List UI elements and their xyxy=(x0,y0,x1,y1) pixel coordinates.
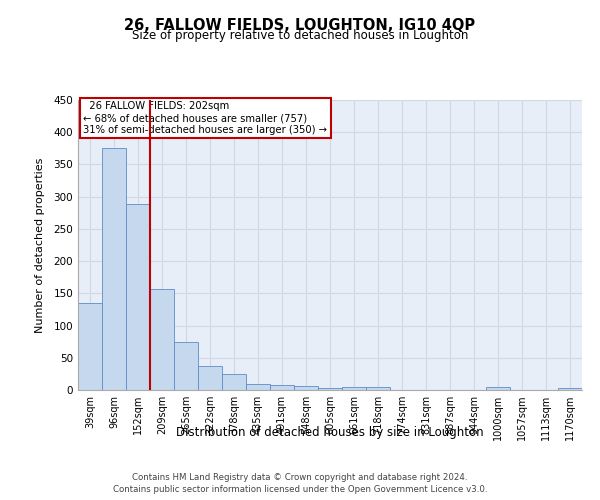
Text: Contains public sector information licensed under the Open Government Licence v3: Contains public sector information licen… xyxy=(113,484,487,494)
Bar xyxy=(342,388,366,390)
Bar xyxy=(558,388,582,390)
Bar xyxy=(126,204,150,390)
Bar xyxy=(318,388,342,390)
Bar xyxy=(270,385,294,390)
Text: Distribution of detached houses by size in Loughton: Distribution of detached houses by size … xyxy=(176,426,484,439)
Bar xyxy=(222,374,246,390)
Bar xyxy=(78,303,102,390)
Bar xyxy=(366,387,390,390)
Bar xyxy=(486,388,510,390)
Text: Size of property relative to detached houses in Loughton: Size of property relative to detached ho… xyxy=(132,28,468,42)
Y-axis label: Number of detached properties: Number of detached properties xyxy=(35,158,45,332)
Bar xyxy=(294,386,318,390)
Bar xyxy=(174,342,198,390)
Bar xyxy=(102,148,126,390)
Text: 26 FALLOW FIELDS: 202sqm
← 68% of detached houses are smaller (757)
31% of semi-: 26 FALLOW FIELDS: 202sqm ← 68% of detach… xyxy=(83,102,327,134)
Bar xyxy=(198,366,222,390)
Bar xyxy=(246,384,270,390)
Bar xyxy=(150,289,174,390)
Text: 26, FALLOW FIELDS, LOUGHTON, IG10 4QP: 26, FALLOW FIELDS, LOUGHTON, IG10 4QP xyxy=(124,18,476,32)
Text: Contains HM Land Registry data © Crown copyright and database right 2024.: Contains HM Land Registry data © Crown c… xyxy=(132,473,468,482)
